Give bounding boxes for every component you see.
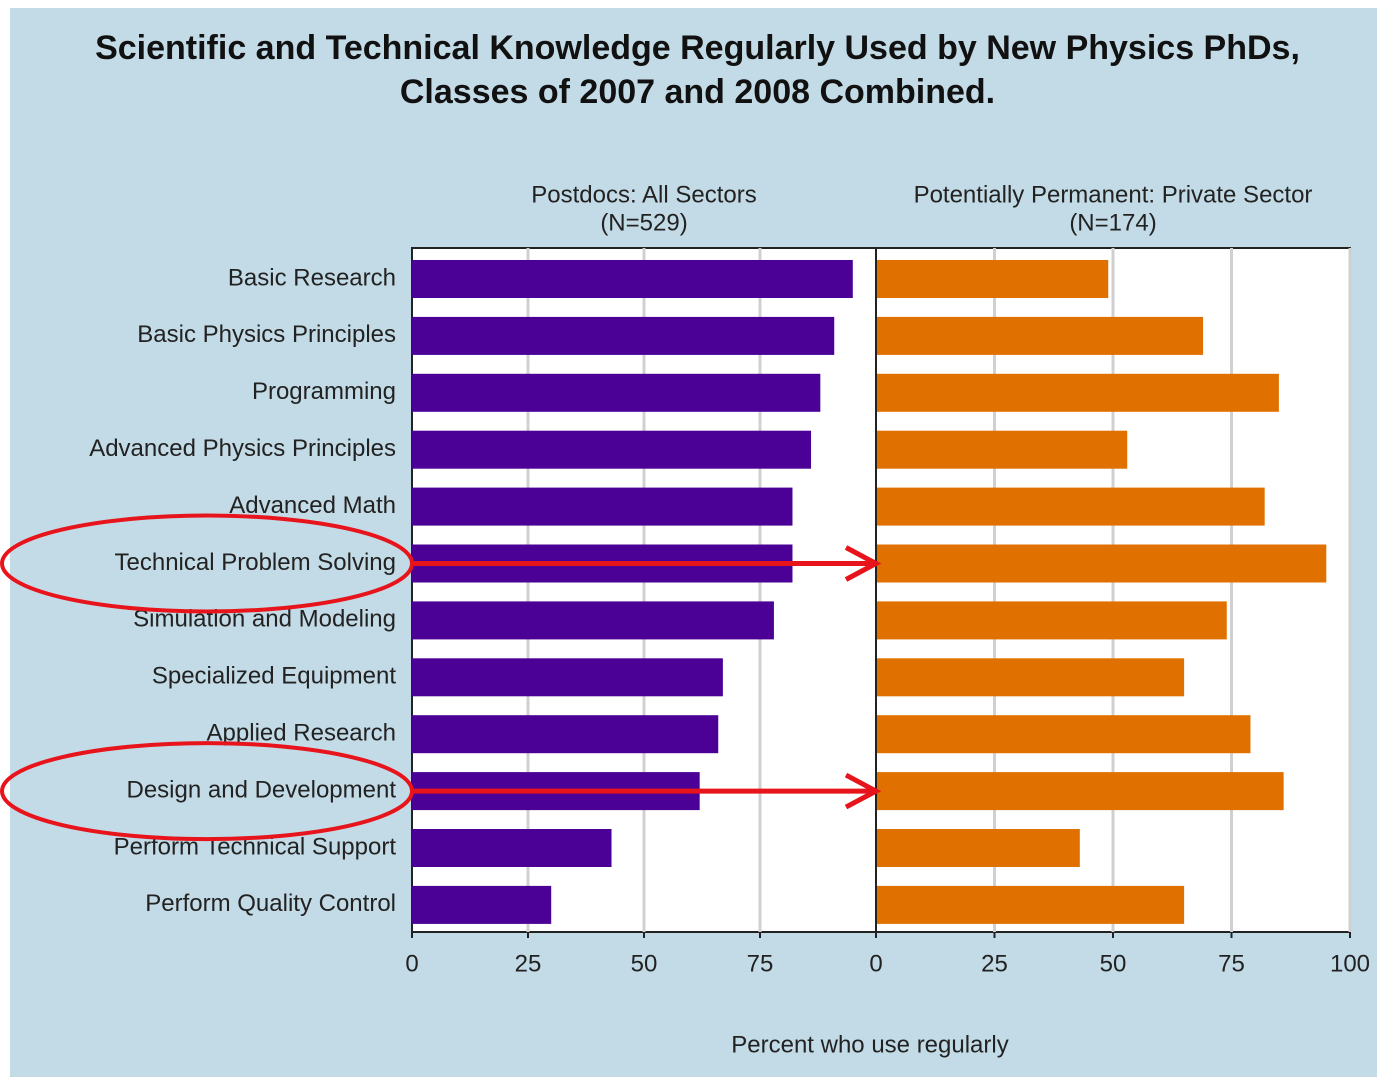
bar bbox=[412, 829, 612, 867]
bar bbox=[412, 885, 552, 924]
bar bbox=[876, 829, 1080, 867]
x-tick-label: 100 bbox=[1330, 950, 1370, 977]
bar bbox=[876, 544, 1327, 583]
y-tick-label: Technical Problem Solving bbox=[115, 549, 396, 576]
x-axis-label: Percent who use regularly bbox=[731, 1031, 1008, 1058]
bar bbox=[876, 373, 1279, 412]
bar bbox=[412, 373, 821, 412]
y-tick-label: Basic Research bbox=[228, 264, 396, 291]
panel-n-label: (N=529) bbox=[600, 209, 687, 236]
y-tick-label: Perform Quality Control bbox=[145, 890, 396, 917]
y-tick-label: Basic Physics Principles bbox=[137, 321, 396, 348]
y-tick-label: Programming bbox=[252, 378, 396, 405]
bar bbox=[412, 601, 774, 640]
x-tick-label: 25 bbox=[981, 950, 1008, 977]
bar bbox=[876, 658, 1185, 697]
bar bbox=[412, 658, 723, 697]
bar bbox=[876, 430, 1128, 469]
bar bbox=[876, 772, 1284, 811]
arrow-head bbox=[844, 772, 882, 810]
y-tick-label: Advanced Math bbox=[229, 492, 396, 519]
y-tick-label: Advanced Physics Principles bbox=[89, 435, 396, 462]
bar bbox=[412, 715, 719, 754]
bar bbox=[876, 715, 1251, 754]
bar bbox=[412, 430, 812, 469]
x-tick-label: 50 bbox=[631, 950, 658, 977]
x-tick-label: 75 bbox=[1218, 950, 1245, 977]
bar bbox=[412, 260, 853, 298]
x-tick-label: 50 bbox=[1100, 950, 1127, 977]
panel-title: Potentially Permanent: Private Sector bbox=[914, 181, 1313, 208]
y-tick-label: Specialized Equipment bbox=[152, 663, 396, 690]
bar bbox=[876, 885, 1185, 924]
bar bbox=[412, 487, 793, 526]
panel-title: Postdocs: All Sectors bbox=[531, 181, 756, 208]
x-tick-label: 25 bbox=[515, 950, 542, 977]
bar bbox=[412, 316, 835, 355]
bar bbox=[876, 487, 1265, 526]
bar bbox=[876, 316, 1204, 355]
arrow-head bbox=[844, 545, 882, 582]
y-tick-label: Design and Development bbox=[127, 776, 397, 803]
bar bbox=[876, 601, 1227, 640]
x-tick-label: 0 bbox=[869, 950, 882, 977]
x-tick-label: 75 bbox=[747, 950, 774, 977]
x-tick-label: 0 bbox=[405, 950, 418, 977]
bar bbox=[876, 260, 1109, 298]
chart-title: Scientific and Technical Knowledge Regul… bbox=[95, 29, 1300, 111]
panel-n-label: (N=174) bbox=[1069, 209, 1156, 236]
